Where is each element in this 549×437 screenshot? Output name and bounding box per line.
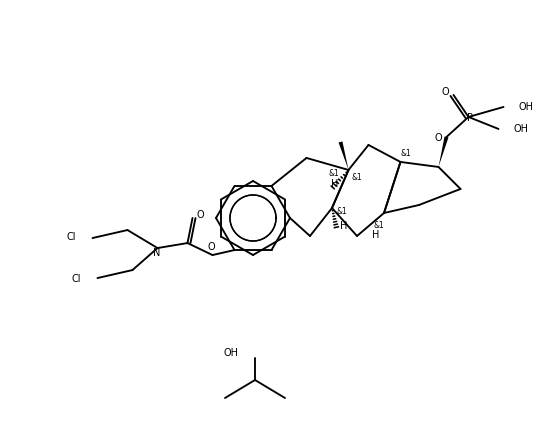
Text: &1: &1: [374, 221, 384, 229]
Text: O: O: [435, 133, 442, 143]
Text: H: H: [340, 221, 348, 231]
Text: OH: OH: [224, 348, 239, 358]
Text: Cl: Cl: [72, 274, 81, 284]
Text: &1: &1: [400, 149, 411, 159]
Text: O: O: [442, 87, 449, 97]
Text: OH: OH: [518, 102, 534, 112]
Text: Cl: Cl: [67, 232, 76, 242]
Text: N: N: [153, 248, 160, 258]
Text: O: O: [208, 242, 215, 252]
Polygon shape: [439, 136, 449, 167]
Text: &1: &1: [351, 173, 362, 183]
Text: P: P: [467, 113, 473, 123]
Text: H: H: [372, 230, 380, 240]
Text: OH: OH: [513, 124, 529, 134]
Text: &1: &1: [328, 170, 339, 178]
Polygon shape: [339, 142, 349, 170]
Text: &1: &1: [337, 207, 348, 215]
Text: H: H: [331, 179, 338, 189]
Text: O: O: [197, 210, 204, 220]
